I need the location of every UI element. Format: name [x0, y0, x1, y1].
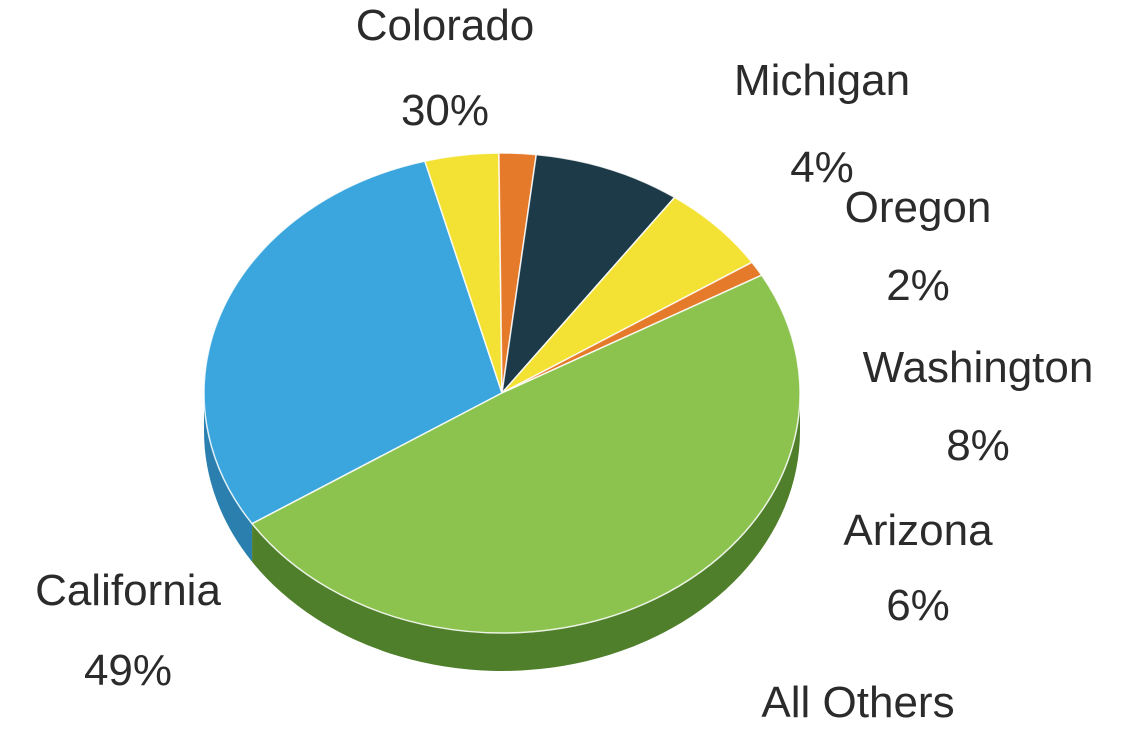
value-label-oregon: 2% [886, 261, 950, 310]
label-oregon: Oregon [845, 183, 992, 232]
pie-slice-washington [501, 153, 676, 394]
label-colorado: Colorado [356, 1, 535, 50]
value-label-colorado: 30% [401, 86, 489, 135]
pie-side-california [252, 393, 800, 672]
label-arizona: Arizona [843, 506, 993, 555]
label-washington: Washington [863, 343, 1094, 392]
pie-side-colorado [204, 393, 253, 562]
label-california: California [35, 566, 221, 615]
value-label-michigan: 4% [790, 143, 854, 192]
label-all-others: All Others [761, 678, 954, 727]
value-label-washington: 8% [946, 421, 1010, 470]
pie-slice-colorado [203, 160, 503, 525]
pie-labels: Colorado 30% Michigan 4%Oregon 2% Washington 8… [35, 1, 1093, 727]
pie-tops [203, 152, 801, 634]
pie-sides [204, 393, 800, 672]
value-label-california: 49% [84, 646, 172, 695]
label-michigan: Michigan [734, 56, 910, 105]
pie-slice-california [251, 274, 801, 634]
value-label-arizona: 6% [886, 581, 950, 630]
